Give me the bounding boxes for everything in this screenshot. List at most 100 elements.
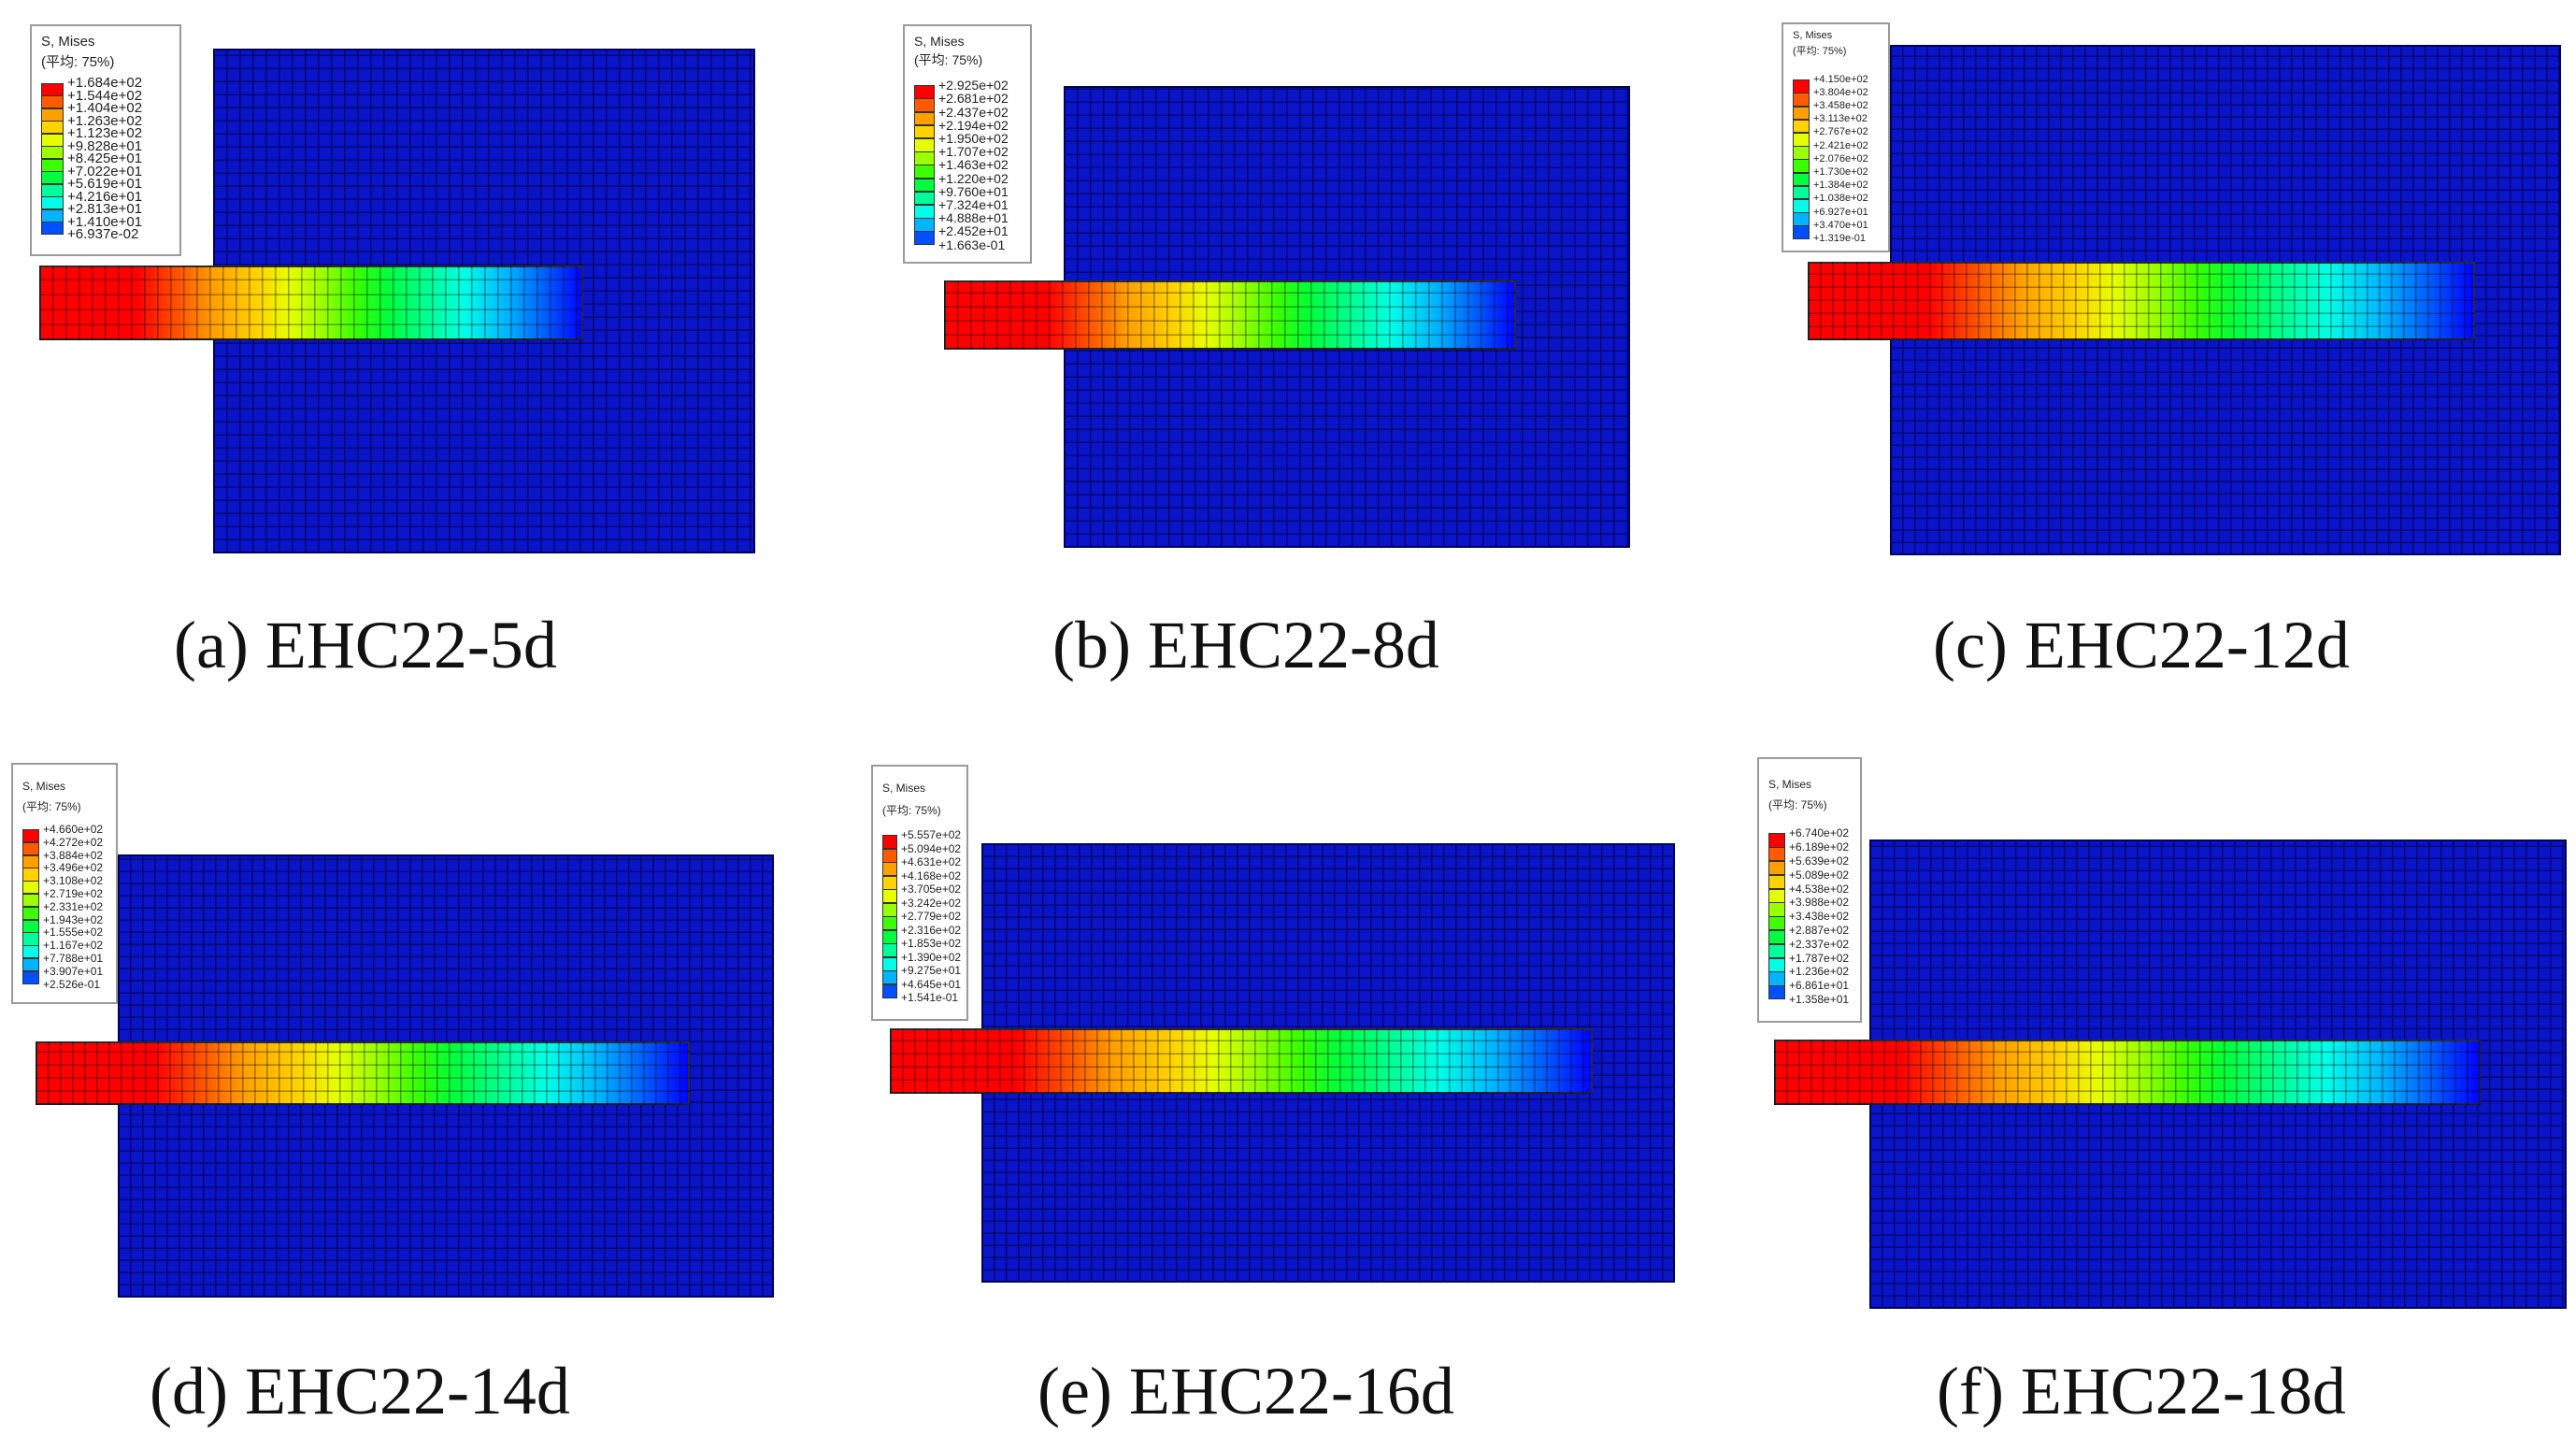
legend-value: +2.316e+02 bbox=[901, 923, 962, 937]
legend-color-swatch bbox=[41, 108, 64, 122]
legend-title: S, Mises bbox=[1793, 30, 1833, 41]
figure-caption: (b) EHC22-8d bbox=[1052, 608, 1439, 682]
legend-value: +9.828e+01 bbox=[67, 137, 143, 154]
legend-color-swatch bbox=[1768, 833, 1785, 848]
legend-value: +1.319e-01 bbox=[1813, 233, 1866, 244]
legend-value: +6.861e+01 bbox=[1789, 979, 1850, 993]
legend-color-swatch bbox=[1793, 79, 1810, 93]
legend-color-swatch bbox=[22, 957, 39, 972]
legend-value: +1.390e+02 bbox=[901, 950, 962, 964]
legend-color-swatch bbox=[22, 906, 39, 920]
legend-value: +7.788e+01 bbox=[43, 951, 104, 965]
legend-value: +3.242e+02 bbox=[901, 896, 962, 910]
legend-value: +1.220e+02 bbox=[938, 170, 1009, 186]
legend-value: +6.937e-02 bbox=[67, 226, 139, 243]
legend-value: +9.275e+01 bbox=[901, 964, 962, 978]
legend-value: +6.740e+02 bbox=[1789, 826, 1850, 840]
legend-color-swatch bbox=[914, 111, 935, 126]
legend: S, Mises (平均: 75%) +4.150e+02 +3.804e+02 +3.… bbox=[1782, 22, 1890, 252]
legend-subtitle: (平均: 75%) bbox=[1793, 46, 1847, 57]
legend-value: +2.337e+02 bbox=[1789, 937, 1850, 951]
legend-color-swatch bbox=[1793, 119, 1810, 134]
steel-bar bbox=[944, 280, 1516, 350]
legend-color-swatch bbox=[41, 133, 64, 147]
legend-value: +4.272e+02 bbox=[43, 835, 104, 849]
legend-color-swatch bbox=[882, 835, 897, 850]
legend-color-swatch bbox=[41, 222, 64, 236]
legend-value: +1.730e+02 bbox=[1813, 166, 1868, 178]
legend: S, Mises (平均: 75%) +2.925e+02 +2.681e+02 +2.… bbox=[903, 24, 1032, 264]
legend-value: +1.555e+02 bbox=[43, 926, 104, 940]
legend-value: +3.470e+01 bbox=[1813, 219, 1868, 231]
legend-value: +6.927e+01 bbox=[1813, 206, 1868, 218]
legend-value: +5.557e+02 bbox=[901, 828, 962, 842]
legend-subtitle: (平均: 75%) bbox=[914, 52, 983, 67]
legend-value: +1.707e+02 bbox=[938, 144, 1009, 160]
legend-color-swatch bbox=[1768, 847, 1785, 862]
legend-value: +3.108e+02 bbox=[43, 874, 104, 888]
legend-color-swatch bbox=[914, 124, 935, 139]
legend-value: +1.358e+01 bbox=[1789, 993, 1850, 1006]
legend: S, Mises (平均: 75%) +4.660e+02 +4.272e+02 +3.… bbox=[11, 763, 118, 1004]
legend-value: +1.787e+02 bbox=[1789, 951, 1850, 965]
legend-title: S, Mises bbox=[22, 780, 66, 793]
legend-value: +1.123e+02 bbox=[67, 125, 143, 142]
figure-caption: (c) EHC22-12d bbox=[1933, 608, 2350, 682]
legend-color-swatch bbox=[1793, 132, 1810, 147]
legend-color-swatch bbox=[1768, 888, 1785, 903]
legend-value: +2.767e+02 bbox=[1813, 126, 1868, 138]
legend-value: +2.719e+02 bbox=[43, 886, 104, 900]
legend-color-swatch bbox=[914, 165, 935, 179]
legend-value: +8.425e+01 bbox=[67, 151, 143, 167]
figure-caption: (e) EHC22-16d bbox=[1038, 1354, 1454, 1428]
legend-value: +4.216e+01 bbox=[67, 188, 143, 205]
legend-color-swatch bbox=[882, 902, 897, 917]
legend-value: +2.421e+02 bbox=[1813, 139, 1868, 151]
legend-color-swatch bbox=[22, 881, 39, 895]
legend-color-swatch bbox=[41, 196, 64, 210]
legend-value: +1.544e+02 bbox=[67, 87, 143, 104]
legend-value: +4.888e+01 bbox=[938, 210, 1009, 226]
legend-value: +4.150e+02 bbox=[1813, 73, 1868, 85]
legend-color-swatch bbox=[41, 171, 64, 185]
legend-value: +2.681e+02 bbox=[938, 91, 1009, 107]
steel-bar bbox=[36, 1041, 690, 1105]
legend-value: +3.884e+02 bbox=[43, 848, 104, 862]
legend-color-swatch bbox=[1793, 185, 1810, 200]
figure-caption: (f) EHC22-18d bbox=[1937, 1354, 2346, 1428]
legend-color-swatch bbox=[914, 98, 935, 112]
legend-title: S, Mises bbox=[1768, 778, 1812, 791]
legend-value: +3.496e+02 bbox=[43, 861, 104, 875]
legend-color-swatch bbox=[914, 151, 935, 165]
legend-value: +1.410e+01 bbox=[67, 213, 143, 230]
legend-color-swatch bbox=[1793, 93, 1810, 107]
legend-color-swatch bbox=[22, 854, 39, 868]
legend-color-swatch bbox=[41, 121, 64, 135]
legend-value: +2.925e+02 bbox=[938, 78, 1009, 93]
legend-value: +2.779e+02 bbox=[901, 910, 962, 924]
legend-value: +5.639e+02 bbox=[1789, 854, 1850, 868]
steel-bar bbox=[890, 1028, 1593, 1094]
legend-color-swatch bbox=[914, 191, 935, 206]
legend-value: +2.076e+02 bbox=[1813, 152, 1868, 165]
legend-color-swatch bbox=[1793, 146, 1810, 160]
legend-value: +4.538e+02 bbox=[1789, 882, 1850, 896]
legend-value: +1.943e+02 bbox=[43, 912, 104, 926]
legend-color-swatch bbox=[22, 841, 39, 855]
legend-value: +7.022e+01 bbox=[67, 163, 143, 179]
legend-value: +1.663e-01 bbox=[938, 237, 1006, 252]
legend-value: +5.094e+02 bbox=[901, 841, 962, 855]
figure-caption: (d) EHC22-14d bbox=[150, 1354, 570, 1428]
legend-color-swatch bbox=[22, 919, 39, 933]
legend-value: +2.194e+02 bbox=[938, 117, 1009, 133]
legend-color-swatch bbox=[22, 932, 39, 946]
legend-value: +3.113e+02 bbox=[1813, 113, 1868, 125]
legend-color-swatch bbox=[1793, 172, 1810, 187]
legend-color-swatch bbox=[22, 970, 39, 984]
steel-bar bbox=[1808, 262, 2475, 340]
figure-caption: (a) EHC22-5d bbox=[174, 608, 557, 682]
legend-color-swatch bbox=[914, 137, 935, 152]
legend-value: +2.526e-01 bbox=[43, 977, 101, 991]
legend-color-swatch bbox=[1768, 930, 1785, 945]
legend-subtitle: (平均: 75%) bbox=[41, 54, 115, 70]
